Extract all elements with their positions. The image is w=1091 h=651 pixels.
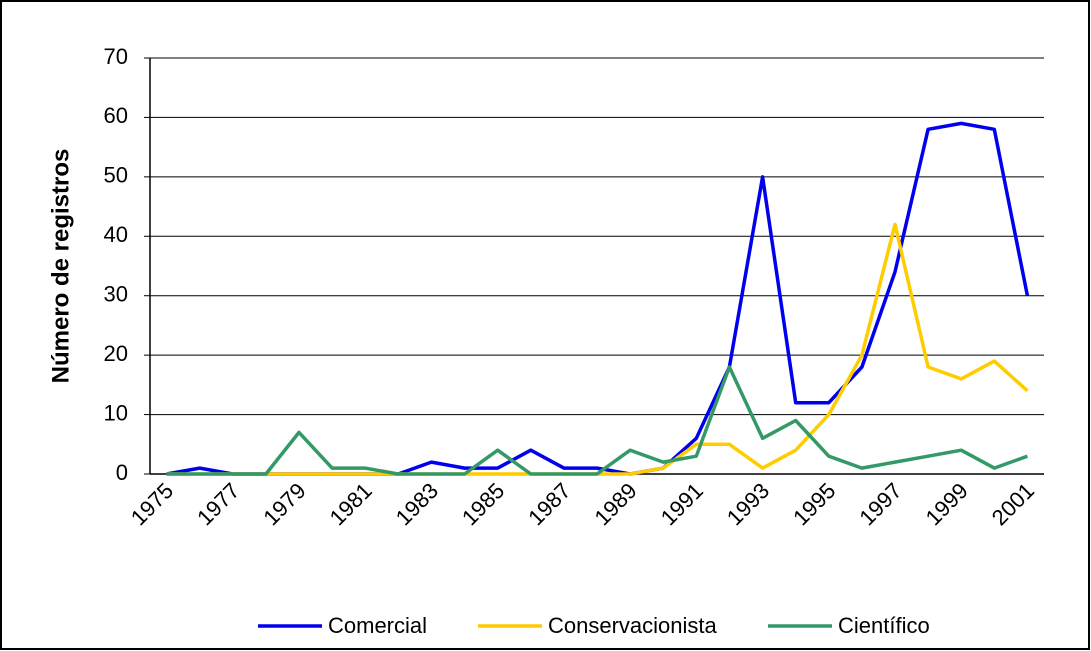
y-tick-label: 70 [104, 44, 128, 69]
y-axis-label: Número de registros [47, 149, 74, 384]
y-tick-label: 30 [104, 282, 128, 307]
legend-label: Conservacionista [548, 613, 718, 638]
y-tick-label: 20 [104, 341, 128, 366]
legend-label: Científico [838, 613, 930, 638]
y-tick-label: 50 [104, 163, 128, 188]
line-series [166, 365, 1028, 476]
y-tick-label: 60 [104, 103, 128, 128]
y-tick-label: 10 [104, 400, 128, 425]
y-tick-label: 0 [116, 460, 128, 485]
y-tick-label: 40 [104, 222, 128, 247]
legend-label: Comercial [328, 613, 427, 638]
